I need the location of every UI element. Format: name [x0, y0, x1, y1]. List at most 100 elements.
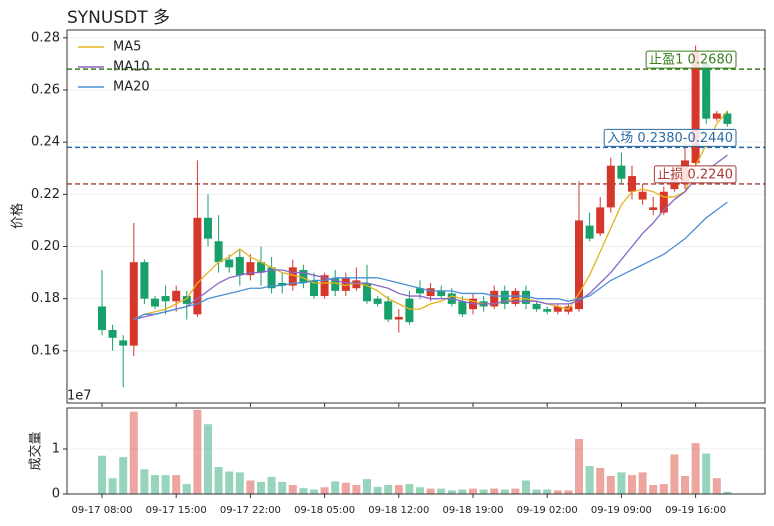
- x-tick-label: 09-18 05:00: [294, 505, 355, 516]
- candle-body: [341, 277, 350, 291]
- candle-body: [659, 191, 668, 213]
- candle-body: [204, 217, 212, 239]
- candle-body: [691, 50, 700, 164]
- volume-bar: [712, 478, 721, 494]
- candle-body: [384, 301, 393, 320]
- x-tick-label: 09-17 08:00: [71, 505, 132, 516]
- volume-bar: [331, 481, 340, 494]
- volume-bar: [108, 478, 117, 494]
- volume-bar: [479, 489, 488, 494]
- volume-bar: [320, 487, 329, 494]
- volume-bar: [437, 488, 446, 494]
- candle-body: [585, 225, 594, 239]
- y-tick-label: 0.16: [31, 343, 60, 358]
- candle-body: [140, 262, 149, 299]
- level-label-box: [653, 165, 737, 184]
- candle-body: [426, 288, 435, 297]
- ma-line: [133, 110, 728, 321]
- candle-body: [278, 283, 287, 286]
- volume-bar: [670, 454, 679, 494]
- volume-bar: [278, 481, 287, 494]
- volume-bar: [352, 484, 361, 494]
- candle-body: [151, 298, 159, 307]
- candle-body: [606, 165, 615, 208]
- candle-body: [458, 301, 467, 315]
- candle-body: [246, 262, 255, 276]
- candle-body: [363, 283, 371, 302]
- ma-line: [133, 201, 728, 321]
- candle-body: [628, 176, 636, 192]
- ma-line: [133, 154, 728, 321]
- x-tick-label: 09-19 16:00: [665, 505, 726, 516]
- plot-frame: [66, 407, 766, 495]
- candle-body: [108, 329, 117, 338]
- legend-label: MA20: [113, 80, 150, 95]
- candle-body: [490, 290, 499, 307]
- candle-body: [331, 277, 340, 291]
- x-tick-label: 09-17 15:00: [146, 505, 207, 516]
- volume-bar: [702, 453, 711, 494]
- candle-body: [182, 296, 191, 304]
- candle-body: [649, 207, 658, 210]
- x-tick-label: 09-19 02:00: [517, 505, 578, 516]
- candle-body: [405, 298, 414, 323]
- candle-body: [543, 309, 552, 312]
- volume-bar: [617, 472, 626, 494]
- volume-bar: [310, 489, 318, 494]
- y-tick-label: 0.26: [31, 82, 60, 97]
- candle-body: [532, 303, 541, 310]
- level-label-box: [603, 128, 737, 147]
- volume-bar: [638, 472, 647, 494]
- volume-bar: [447, 490, 456, 494]
- volume-bar: [659, 484, 668, 494]
- volume-bar: [532, 489, 541, 494]
- candle-body: [638, 191, 647, 200]
- y-tick-label: 0.28: [31, 30, 60, 45]
- volume-bar: [204, 424, 212, 494]
- y-tick-label: 0.22: [31, 187, 60, 202]
- volume-bar: [596, 467, 605, 494]
- volume-bar: [151, 475, 159, 494]
- volume-bar: [575, 439, 583, 494]
- level-label: 止损 0.2240: [653, 165, 737, 184]
- volume-bar: [564, 490, 573, 494]
- volume-bar: [543, 489, 552, 494]
- volume-bar: [490, 488, 499, 494]
- chart-title: SYNUSDT 多: [67, 8, 170, 28]
- volume-bar: [723, 491, 732, 494]
- candle-body: [172, 290, 181, 302]
- y-axis-label: 成交量: [28, 431, 44, 470]
- legend-label: MA5: [113, 40, 141, 55]
- volume-bar: [182, 484, 191, 494]
- candle-body: [119, 340, 128, 346]
- volume-bar: [235, 472, 244, 494]
- volume-bar: [214, 466, 223, 494]
- volume-bar: [628, 475, 636, 494]
- candle-body: [299, 269, 308, 284]
- volume-bar: [172, 475, 181, 494]
- candle-body: [702, 63, 711, 119]
- level-label-text: 止盈1 0.2680: [649, 53, 733, 68]
- volume-bar: [119, 457, 128, 494]
- y-tick-label: 1: [52, 441, 60, 456]
- candle-body: [161, 296, 170, 302]
- level-label: 入场 0.2380-0.2440: [603, 128, 737, 147]
- candle-body: [500, 290, 509, 304]
- volume-bar: [394, 484, 403, 494]
- candle-body: [416, 288, 424, 294]
- candle-body: [214, 241, 223, 263]
- volume-bar: [140, 469, 149, 494]
- volume-bar: [225, 471, 234, 494]
- level-label-text: 入场 0.2380-0.2440: [607, 131, 733, 146]
- candle-body: [257, 262, 265, 273]
- candle-body: [553, 306, 562, 312]
- candle-body: [575, 220, 583, 310]
- volume-bar: [469, 488, 477, 494]
- x-tick-label: 09-17 22:00: [220, 505, 281, 516]
- volume-bar: [606, 475, 615, 494]
- candle-body: [320, 275, 329, 297]
- x-tick-label: 09-18 19:00: [442, 505, 503, 516]
- volume-bar: [161, 475, 170, 494]
- volume-bar: [681, 475, 689, 494]
